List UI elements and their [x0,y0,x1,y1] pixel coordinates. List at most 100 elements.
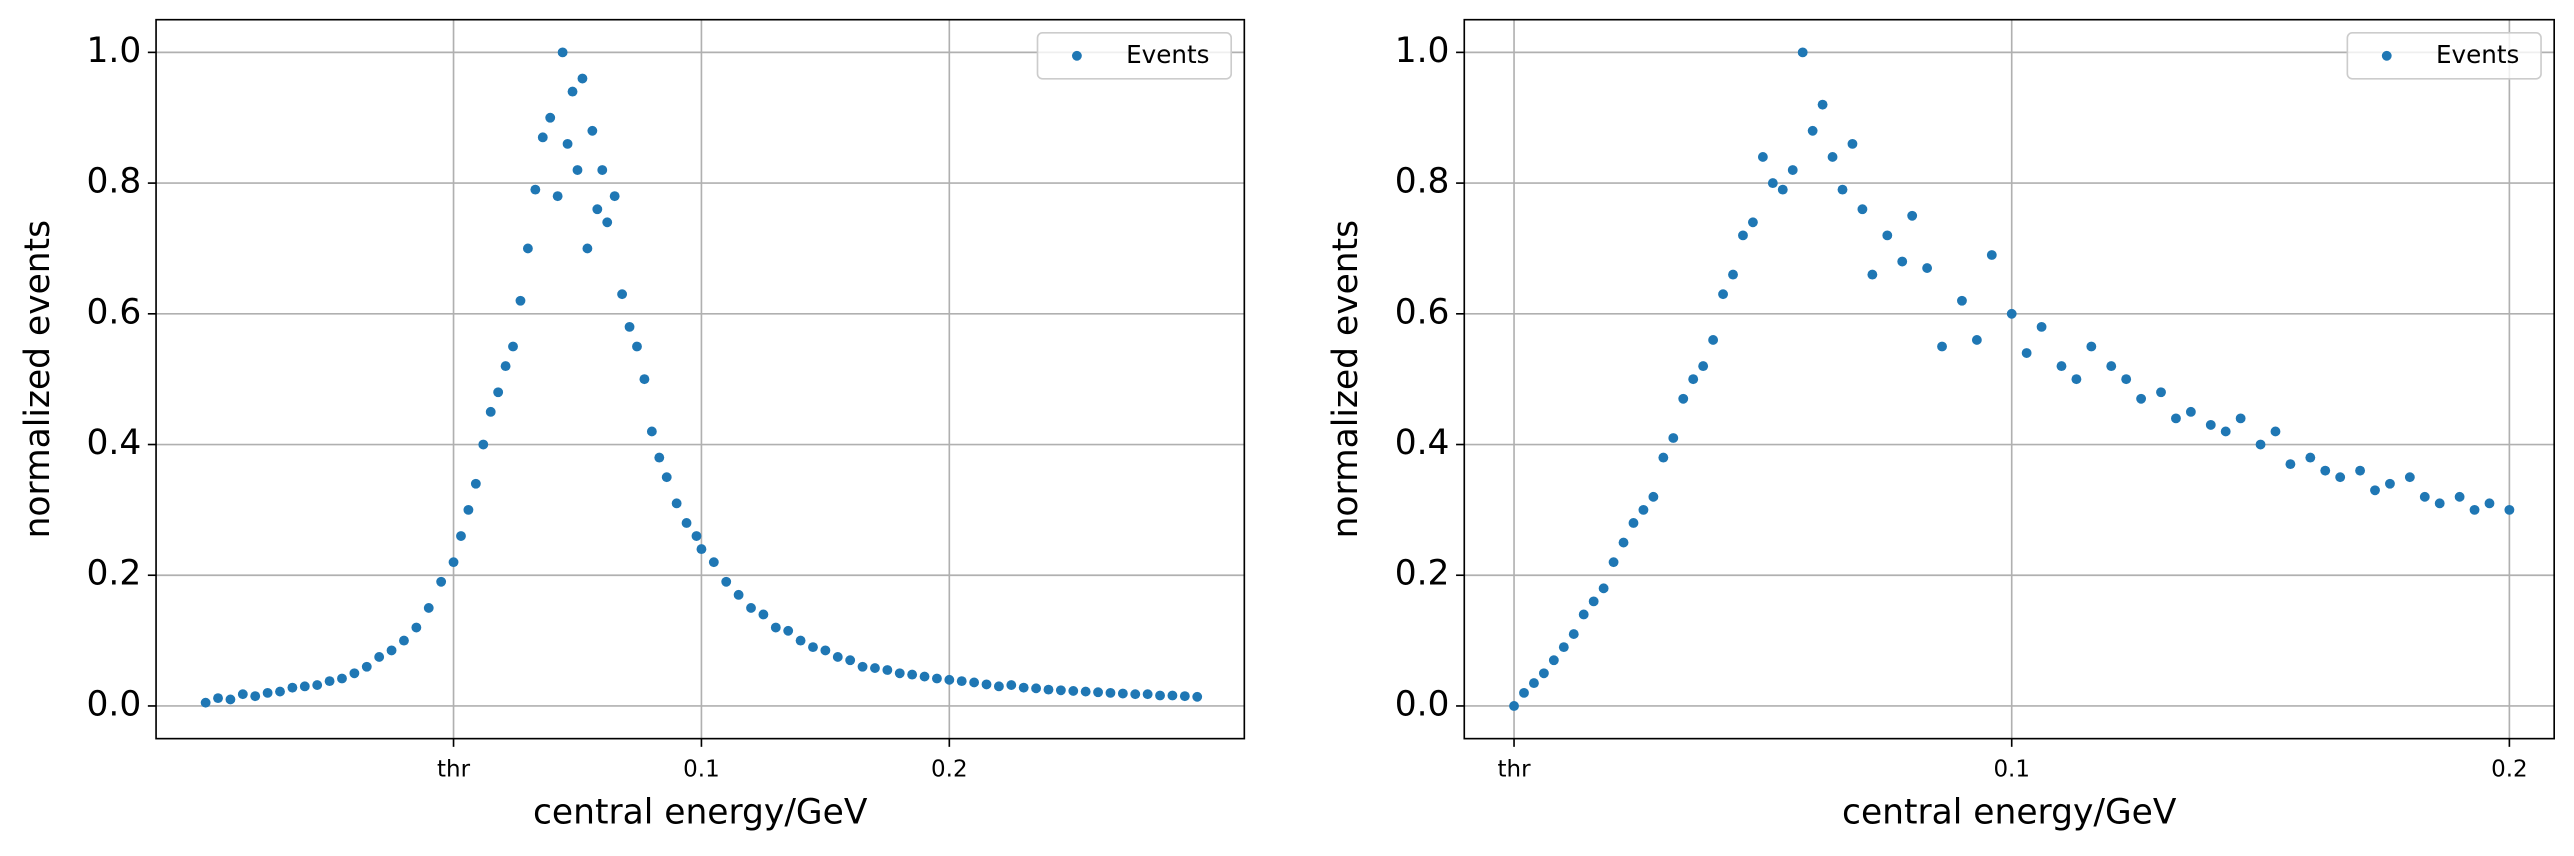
data-point [2106,361,2117,372]
data-point [1847,138,1858,149]
data-point [1529,678,1539,689]
data-point [1777,184,1788,195]
data-point [1986,250,1997,260]
data-point [1142,689,1153,700]
y-tick-label: 0.0 [86,684,141,724]
data-point [1787,165,1798,175]
y-tick-label: 1.0 [1395,31,1450,71]
legend-label: Events [1126,40,1209,69]
data-point [845,655,856,666]
data-point [1043,684,1054,695]
data-point [1678,393,1689,404]
data-point [2484,498,2495,509]
data-point [624,321,635,332]
data-point [632,341,642,352]
data-point [1192,691,1203,702]
data-point [2285,459,2296,470]
data-point [2235,413,2246,424]
data-point [493,387,504,398]
data-point [2270,426,2281,437]
data-point [808,642,818,653]
x-axis-label: central energy/GeV [533,793,868,833]
data-point [671,498,682,509]
data-point [2255,439,2266,450]
data-point [572,165,583,175]
data-point [1827,152,1838,162]
data-point [1922,263,1933,273]
data-point [1658,452,1669,463]
data-point [2335,472,2346,483]
data-point [1971,335,1982,345]
data-point [1538,668,1549,679]
data-point [2021,348,2032,358]
data-point [1957,295,1967,306]
data-point [312,680,323,690]
data-point [2185,406,2196,417]
legend-box [1036,32,1233,80]
data-point [1006,680,1017,690]
data-point [654,452,665,463]
data-point [1628,518,1639,528]
data-point [2404,472,2415,483]
data-point [646,426,657,437]
data-point [485,406,496,417]
data-point [1857,204,1868,215]
data-point [832,652,843,662]
axes-frame [155,18,1246,740]
data-point [1668,433,1679,443]
data-point [299,681,310,692]
data-point [262,687,273,698]
data-point [609,191,620,202]
data-point [919,671,930,682]
data-point [2469,504,2480,515]
data-point [1867,269,1878,280]
data-point [2205,419,2216,430]
x-tick-label: thr [437,756,471,782]
y-tick-label: 0.8 [86,162,141,202]
data-point [456,531,466,541]
data-point [2036,321,2047,332]
data-point [1598,583,1609,594]
data-point [470,478,481,489]
legend-box [2346,32,2542,80]
data-point [1509,701,1519,711]
y-tick-label: 0.6 [1395,292,1450,332]
data-point [2419,491,2430,502]
chart-panel: 0.0 0.2 0.4 0.6 0.8 1.0 thr 0.1 0.2 central energ… [18,18,1246,833]
data-point [508,341,518,352]
y-tick-label: 0.4 [86,423,141,463]
data-point [2320,465,2331,476]
data-point [894,668,905,679]
data-point [2121,374,2132,385]
y-tick-label: 0.2 [86,554,141,594]
data-point [681,518,692,528]
axes-frame [1463,18,2555,740]
data-point [1797,47,1808,58]
x-tick-label: 0.1 [1993,756,2030,782]
data-point [1155,690,1165,701]
data-point [287,682,298,693]
data-point [361,661,372,672]
data-point [1588,596,1599,607]
data-point [275,686,285,697]
data-point [537,132,548,143]
data-point [577,73,588,84]
data-point [1638,504,1649,515]
data-point [1018,682,1029,693]
data-point [1757,152,1768,162]
data-point [783,625,794,636]
data-point [2355,465,2366,476]
data-point [2370,485,2380,496]
y-axis-label: normalized events [18,220,58,538]
data-point [562,138,573,149]
data-point [1068,686,1079,696]
data-point [956,676,967,687]
data-point [1080,686,1091,697]
data-point [448,557,459,568]
x-tick-label: thr [1498,756,1532,782]
data-point [1747,217,1758,228]
data-point [617,289,628,300]
data-point [386,645,397,656]
